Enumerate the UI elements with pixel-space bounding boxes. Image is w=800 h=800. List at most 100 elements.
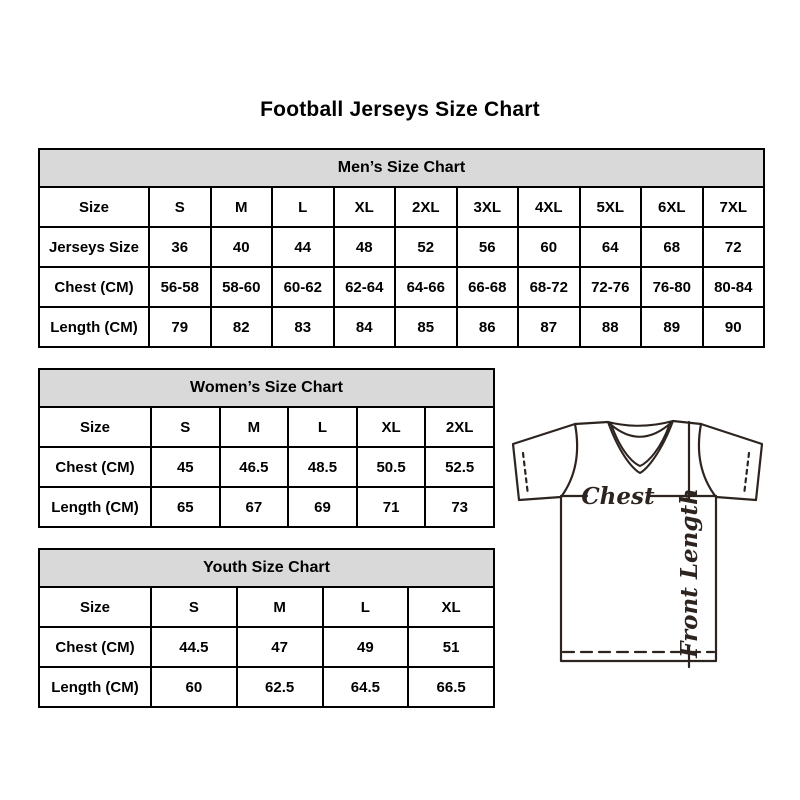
size-cell: 87 — [517, 306, 581, 348]
size-cell: 84 — [332, 306, 396, 348]
size-cell: 82 — [209, 306, 273, 348]
size-cell: 72 — [701, 226, 765, 268]
cuff-stitch-left — [521, 451, 530, 497]
size-cell: S — [148, 186, 212, 228]
size-cell: XL — [332, 186, 396, 228]
jersey-right-sleeve — [671, 419, 764, 502]
table-row: Length (CM) 60 62.5 64.5 66.5 — [38, 666, 495, 708]
size-cell: 90 — [701, 306, 765, 348]
size-cell: 65 — [150, 486, 221, 528]
size-cell: 3XL — [455, 186, 519, 228]
jersey-left-sleeve — [511, 420, 610, 502]
size-cell: 67 — [218, 486, 290, 528]
size-cell: 56 — [455, 226, 519, 268]
size-cell: 2XL — [394, 186, 458, 228]
size-cell: L — [287, 406, 358, 448]
womens-size-table: Women’s Size Chart Size S M L XL 2XL Chest (CM)… — [38, 368, 495, 528]
size-cell: 52 — [394, 226, 458, 268]
size-cell: 60 — [517, 226, 581, 268]
size-cell: 64 — [578, 226, 642, 268]
size-cell: 86 — [455, 306, 519, 348]
size-cell: 72-76 — [578, 266, 642, 308]
size-cell: 2XL — [424, 406, 495, 448]
row-label: Length (CM) — [38, 666, 152, 708]
table-row: Chest (CM) 56-58 58-60 60-62 62-64 64-66 66-68… — [38, 266, 765, 308]
womens-chart-title: Women’s Size Chart — [38, 368, 495, 408]
size-cell: 51 — [407, 626, 495, 668]
size-cell: 48 — [332, 226, 396, 268]
size-cell: 58-60 — [209, 266, 273, 308]
size-cell: 52.5 — [424, 446, 495, 488]
size-cell: 4XL — [517, 186, 581, 228]
row-label: Size — [38, 186, 150, 228]
front-length-label: Front Length — [676, 488, 703, 659]
size-cell: 56-58 — [148, 266, 212, 308]
row-label: Chest (CM) — [38, 446, 152, 488]
table-row: Size S M L XL 2XL 3XL 4XL 5XL 6XL 7XL — [38, 186, 765, 228]
size-cell: M — [209, 186, 273, 228]
table-row: Chest (CM) 44.5 47 49 51 — [38, 626, 495, 668]
size-cell: 80-84 — [701, 266, 765, 308]
table-row: Size S M L XL — [38, 586, 495, 628]
row-label: Jerseys Size — [38, 226, 150, 268]
cuff-stitch-right — [742, 451, 751, 497]
row-label: Length (CM) — [38, 486, 152, 528]
size-cell: 73 — [424, 486, 495, 528]
jersey-body-outline — [559, 494, 718, 663]
size-cell: 62-64 — [332, 266, 396, 308]
youth-chart-title: Youth Size Chart — [38, 548, 495, 588]
row-label: Chest (CM) — [38, 266, 150, 308]
size-cell: 64-66 — [394, 266, 458, 308]
table-row: Length (CM) 79 82 83 84 85 86 87 88 89 90 — [38, 306, 765, 348]
size-cell: 50.5 — [355, 446, 427, 488]
size-cell: M — [235, 586, 324, 628]
size-cell: L — [321, 586, 410, 628]
size-cell: 66.5 — [407, 666, 495, 708]
size-cell: 64.5 — [321, 666, 410, 708]
size-cell: S — [150, 586, 238, 628]
size-cell: 68 — [640, 226, 704, 268]
mens-chart-title: Men’s Size Chart — [38, 148, 765, 188]
size-cell: 5XL — [578, 186, 642, 228]
size-cell: 44.5 — [150, 626, 238, 668]
size-cell: 6XL — [640, 186, 704, 228]
size-cell: 69 — [287, 486, 358, 528]
table-row: Jerseys Size 36 40 44 48 52 56 60 64 68 72 — [38, 226, 765, 268]
row-label: Size — [38, 406, 152, 448]
size-cell: 36 — [148, 226, 212, 268]
size-cell: 44 — [271, 226, 335, 268]
size-cell: XL — [355, 406, 427, 448]
size-cell: 48.5 — [287, 446, 358, 488]
size-cell: 85 — [394, 306, 458, 348]
size-cell: 60 — [150, 666, 238, 708]
jersey-collar — [607, 420, 674, 474]
size-cell: 45 — [150, 446, 221, 488]
table-row: Length (CM) 65 67 69 71 73 — [38, 486, 495, 528]
youth-size-table: Youth Size Chart Size S M L XL Chest (CM) 44.5 4… — [38, 548, 495, 708]
table-row: Size S M L XL 2XL — [38, 406, 495, 448]
size-cell: 62.5 — [235, 666, 324, 708]
row-label: Size — [38, 586, 152, 628]
size-cell: 49 — [321, 626, 410, 668]
size-cell: 46.5 — [218, 446, 290, 488]
size-cell: 71 — [355, 486, 427, 528]
size-cell: L — [271, 186, 335, 228]
size-cell: 40 — [209, 226, 273, 268]
size-cell: 60-62 — [271, 266, 335, 308]
row-label: Chest (CM) — [38, 626, 152, 668]
row-label: Length (CM) — [38, 306, 150, 348]
mens-size-table: Men’s Size Chart Size S M L XL 2XL 3XL 4XL 5XL 6XL… — [38, 148, 765, 348]
page-title: Football Jerseys Size Chart — [260, 98, 540, 121]
size-cell: M — [218, 406, 290, 448]
table-row: Chest (CM) 45 46.5 48.5 50.5 52.5 — [38, 446, 495, 488]
size-cell: S — [150, 406, 221, 448]
jersey-measurement-diagram: Chest Front Length — [505, 407, 767, 673]
size-cell: 7XL — [701, 186, 765, 228]
size-cell: 83 — [271, 306, 335, 348]
size-cell: 88 — [578, 306, 642, 348]
size-cell: 89 — [640, 306, 704, 348]
size-cell: 76-80 — [640, 266, 704, 308]
size-cell: 68-72 — [517, 266, 581, 308]
chest-label: Chest — [581, 483, 655, 510]
